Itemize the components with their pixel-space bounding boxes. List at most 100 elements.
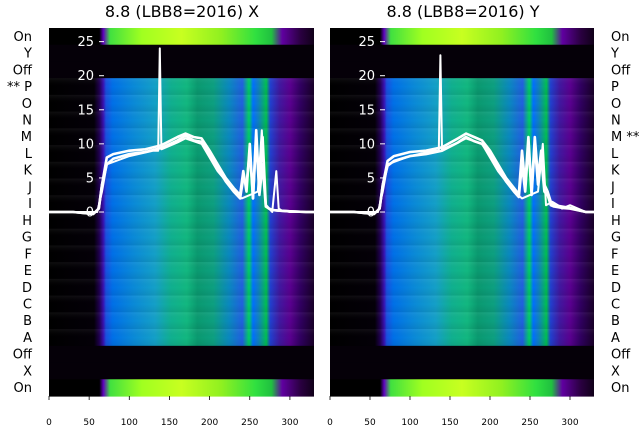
row-label: D xyxy=(22,281,32,296)
row-label: B xyxy=(611,314,620,329)
row-label: M ** xyxy=(611,130,640,145)
x-tick-label: 300 xyxy=(561,418,578,428)
row-label: I xyxy=(611,197,615,212)
row-label: On xyxy=(611,30,629,45)
heatmap-row-shade xyxy=(330,78,594,95)
row-label: L xyxy=(611,147,619,162)
row-label: C xyxy=(611,298,620,313)
row-label: B xyxy=(23,314,32,329)
row-label: X xyxy=(611,364,620,379)
y-tick-label: 20 xyxy=(358,69,375,84)
heatmap-row-shade xyxy=(49,111,314,129)
x-tick-label: 0 xyxy=(46,418,52,428)
row-label: G xyxy=(22,231,32,246)
row-label: K xyxy=(23,164,32,179)
heatmap-row xyxy=(330,345,594,364)
overlay-line-3 xyxy=(330,54,594,213)
heatmap-row-shade xyxy=(49,329,314,346)
row-label: O xyxy=(22,97,32,112)
row-label: A xyxy=(23,331,32,346)
y-tick-label: 15 xyxy=(77,103,94,118)
row-label: On xyxy=(14,30,32,45)
heatmap-row-shade xyxy=(49,228,314,246)
x-tick-label: 50 xyxy=(364,418,376,428)
row-label: N xyxy=(611,114,621,129)
x-tick-label: 150 xyxy=(441,418,458,428)
x-tick-label: 0 xyxy=(327,418,333,428)
heatmap-row xyxy=(330,44,594,63)
row-label: E xyxy=(611,264,619,279)
heatmap-row-shade xyxy=(49,78,314,95)
y-tick-label: 25 xyxy=(358,35,375,50)
panel-title: 8.8 (LBB8=2016) Y xyxy=(386,2,539,21)
heatmap-row xyxy=(330,61,594,79)
row-label: E xyxy=(24,264,32,279)
row-label: A xyxy=(611,331,620,346)
row-label: K xyxy=(611,164,620,179)
x-tick-label: 250 xyxy=(521,418,538,428)
heatmap-row xyxy=(49,44,314,63)
heatmap-row xyxy=(49,345,314,364)
row-label: Off xyxy=(611,348,631,363)
heatmap-row-shade xyxy=(330,212,594,229)
overlay-line-3 xyxy=(49,47,314,213)
y-tick-label: 10 xyxy=(358,137,375,152)
heatmap-row-shade xyxy=(330,94,594,112)
y-tick-label: 10 xyxy=(77,137,94,152)
row-label: P xyxy=(611,80,619,95)
x-tick-label: 100 xyxy=(121,418,138,428)
y-tick-label: 5 xyxy=(367,171,375,186)
x-tick-label: 200 xyxy=(481,418,498,428)
row-label: C xyxy=(23,298,32,313)
row-label: J xyxy=(27,180,32,195)
heatmap-row-shade xyxy=(49,262,314,279)
row-label: O xyxy=(611,97,621,112)
heatmap-row-shade xyxy=(49,245,314,263)
row-label: X xyxy=(23,364,32,379)
heatmap-row-shade xyxy=(330,295,594,313)
heatmap-row xyxy=(330,362,594,380)
heatmap-row xyxy=(49,28,314,46)
heatmap-row-shade xyxy=(330,262,594,279)
heatmap-row-shade xyxy=(330,178,594,196)
x-tick-label: 250 xyxy=(241,418,258,428)
heatmap-row-shade xyxy=(330,278,594,296)
heatmap-row-shade xyxy=(330,195,594,212)
y-tick-label: 15 xyxy=(358,103,375,118)
heatmap-row-shade xyxy=(49,312,314,330)
row-label: G xyxy=(611,231,621,246)
y-tick-label: 5 xyxy=(86,171,94,186)
heatmap-row xyxy=(49,61,314,79)
x-tick-label: 50 xyxy=(83,418,95,428)
row-label: H xyxy=(611,214,621,229)
heatmap-row-shade xyxy=(330,228,594,246)
heatmap-row-shade xyxy=(330,312,594,330)
heatmap-row-shade xyxy=(49,212,314,229)
heatmap-row-shade xyxy=(49,295,314,313)
y-tick-label: 25 xyxy=(77,35,94,50)
x-tick-label: 300 xyxy=(281,418,298,428)
row-label: N xyxy=(22,114,32,129)
row-label: ** P xyxy=(7,80,32,95)
heatmap-row-shade xyxy=(330,245,594,263)
heatmap-row-shade xyxy=(330,329,594,346)
row-label: On xyxy=(611,381,629,396)
heatmap-row-shade xyxy=(49,94,314,112)
row-label: F xyxy=(25,247,32,262)
row-label: On xyxy=(14,381,32,396)
row-label: H xyxy=(22,214,32,229)
heatmap-row-shade xyxy=(49,278,314,296)
x-tick-label: 150 xyxy=(161,418,178,428)
row-label: L xyxy=(25,147,33,162)
panel-title: 8.8 (LBB8=2016) X xyxy=(105,2,259,21)
row-label: M xyxy=(21,130,32,145)
row-label: D xyxy=(611,281,621,296)
row-label: I xyxy=(28,197,32,212)
row-label: Y xyxy=(23,47,32,62)
heatmap-row-shade xyxy=(330,111,594,129)
x-tick-label: 100 xyxy=(401,418,418,428)
row-label: F xyxy=(611,247,618,262)
row-label: Off xyxy=(611,63,631,78)
